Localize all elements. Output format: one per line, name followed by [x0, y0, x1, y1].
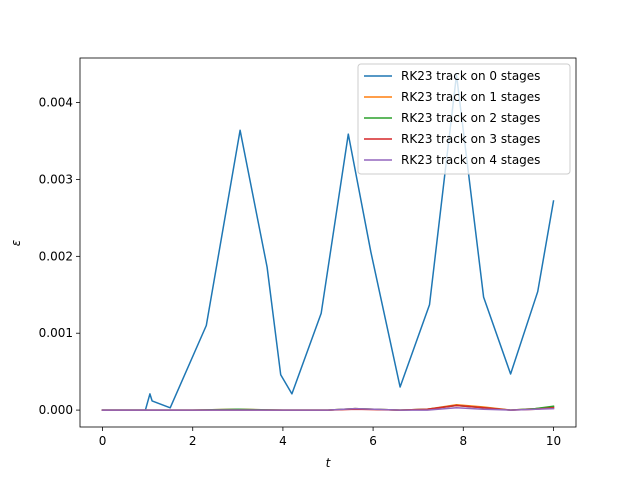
x-tick-label: 0 [99, 434, 107, 448]
x-tick-label: 8 [459, 434, 467, 448]
legend-item: RK23 track on 2 stages [364, 111, 540, 125]
y-tick-label: 0.001 [39, 326, 73, 340]
y-tick-label: 0.002 [39, 249, 73, 263]
legend: RK23 track on 0 stages RK23 track on 1 st… [357, 63, 571, 175]
plot-area [79, 57, 577, 428]
y-tick-label: 0.000 [39, 403, 73, 417]
axes-frame [79, 57, 577, 428]
legend-item: RK23 track on 4 stages [364, 153, 540, 167]
x-tick-label: 10 [546, 434, 561, 448]
x-tick-label: 4 [279, 434, 287, 448]
legend-item: RK23 track on 0 stages [364, 69, 540, 83]
legend-box [357, 63, 571, 175]
y-axis-ticks: 0.000 0.001 0.002 0.003 0.004 [39, 96, 80, 417]
legend-label: RK23 track on 2 stages [401, 111, 540, 125]
y-tick-label: 0.003 [39, 172, 73, 186]
legend-label: RK23 track on 1 stages [401, 90, 540, 104]
y-axis-label: ε [9, 239, 23, 246]
series-line-0 [101, 74, 555, 411]
x-axis-label: t [326, 456, 332, 470]
legend-item: RK23 track on 1 stages [364, 90, 540, 104]
x-tick-label: 6 [369, 434, 377, 448]
x-tick-label: 2 [189, 434, 197, 448]
x-axis-ticks: 0 2 4 6 8 10 [99, 427, 561, 448]
y-tick-label: 0.004 [39, 96, 73, 110]
legend-label: RK23 track on 0 stages [401, 69, 540, 83]
series-line-4 [101, 407, 555, 411]
legend-item: RK23 track on 3 stages [364, 132, 540, 146]
legend-label: RK23 track on 4 stages [401, 153, 540, 167]
legend-label: RK23 track on 3 stages [401, 132, 540, 146]
